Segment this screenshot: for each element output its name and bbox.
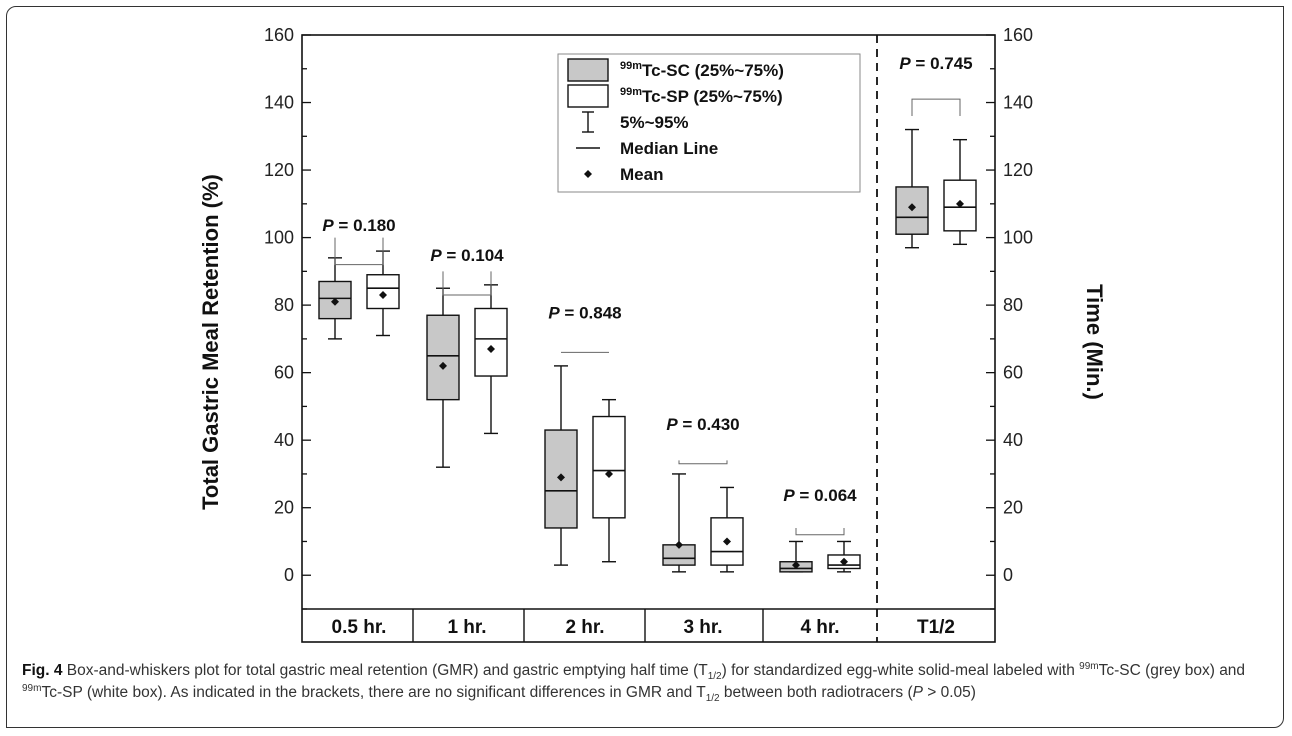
box-sp <box>943 138 977 246</box>
significance-bracket <box>678 460 728 465</box>
p-value-label: P = 0.064 <box>783 486 857 505</box>
y-axis-right-label: Time (Min.) <box>1082 284 1107 400</box>
legend-label: Mean <box>620 165 663 184</box>
y-right-tick-label: 80 <box>1003 295 1023 315</box>
y-right-tick-label: 20 <box>1003 498 1023 518</box>
mean-marker <box>723 537 731 546</box>
mean-marker <box>331 297 339 306</box>
p-value-annotations: P = 0.180 P = 0.104 P = 0.848 P = 0.430 P = … <box>322 54 973 536</box>
category-label: 2 hr. <box>565 617 604 638</box>
mean-marker <box>792 561 800 570</box>
p-value-label: P = 0.430 <box>666 415 739 434</box>
mean-marker <box>557 473 565 482</box>
box-sp <box>710 486 744 573</box>
box-sc <box>662 473 696 573</box>
box-plot-chart: 0.5 hr. 1 hr. 2 hr. 3 hr. 4 hr. T1/2 0 20 40 60 80… <box>198 25 1107 643</box>
legend: 99mTc-SC (25%~75%) 99mTc-SP (25%~75%) 5%~9… <box>557 53 861 193</box>
caption-text-6: > 0.05) <box>922 684 976 701</box>
y-right-tick-label: 120 <box>1003 160 1033 180</box>
y-right-tick-label: 100 <box>1003 228 1033 248</box>
legend-label: 99mTc-SP (25%~75%) <box>620 86 783 106</box>
y-right-tick-label: 140 <box>1003 93 1033 113</box>
p-value-label: P = 0.745 <box>899 54 972 73</box>
mean-marker <box>487 345 495 354</box>
y-left-tick-label: 120 <box>264 160 294 180</box>
box-sp <box>474 284 508 435</box>
caption-sub-2: 1/2 <box>705 693 720 705</box>
legend-swatch <box>567 58 609 82</box>
y-left-tick-label: 60 <box>274 363 294 383</box>
significance-bracket <box>911 98 961 117</box>
box-sc <box>318 257 352 340</box>
box-sc <box>426 287 460 468</box>
y-right-tick-label: 40 <box>1003 430 1023 450</box>
caption-text-2: ) for standardized egg-white solid-meal … <box>721 662 1080 679</box>
box-sc <box>779 540 813 573</box>
legend-label: 5%~95% <box>620 113 689 132</box>
legend-diamond-symbol <box>584 170 592 178</box>
box-sp <box>592 398 626 563</box>
caption-text-1: Box-and-whiskers plot for total gastric … <box>62 662 708 679</box>
legend-entry: Median Line <box>576 139 718 158</box>
caption-text-4: Tc-SP (white box). As indicated in the b… <box>41 684 706 701</box>
y-left-tick-label: 80 <box>274 295 294 315</box>
y-right-tick-label: 0 <box>1003 565 1013 585</box>
mean-marker <box>439 361 447 370</box>
significance-bracket <box>795 527 845 536</box>
mean-marker <box>840 557 848 566</box>
legend-label: Median Line <box>620 139 718 158</box>
box-sp <box>827 540 861 573</box>
y-left-tick-label: 40 <box>274 430 294 450</box>
caption-fig-label: Fig. 4 <box>22 662 63 679</box>
caption-sub-1: 1/2 <box>707 671 722 683</box>
legend-label: 99mTc-SC (25%~75%) <box>620 60 784 80</box>
iqr-box <box>426 314 460 401</box>
mean-marker <box>956 199 964 208</box>
legend-entry: 5%~95% <box>582 111 689 133</box>
y-right-tick-label: 60 <box>1003 363 1023 383</box>
y-left-tick-label: 100 <box>264 228 294 248</box>
y-axis-left-label: Total Gastric Meal Retention (%) <box>198 174 223 510</box>
caption-text-3: Tc-SC (grey box) and <box>1098 662 1246 679</box>
caption-p-italic: P <box>912 684 923 701</box>
box-sc <box>544 365 578 566</box>
legend-swatch <box>567 84 609 108</box>
legend-entry: Mean <box>584 165 663 184</box>
category-label: T1/2 <box>917 617 955 638</box>
legend-entry: 99mTc-SP (25%~75%) <box>567 84 783 108</box>
p-value-label: P = 0.104 <box>430 246 504 265</box>
category-label: 0.5 hr. <box>332 617 387 638</box>
category-label: 3 hr. <box>683 617 722 638</box>
figure-caption: Fig. 4 Box-and-whiskers plot for total g… <box>22 660 1272 704</box>
caption-sup-2: 99m <box>22 682 42 694</box>
y-left-tick-label: 20 <box>274 498 294 518</box>
caption-text-5: between both radiotracers ( <box>719 684 913 701</box>
significance-bracket <box>334 237 384 266</box>
caption-sup-1: 99m <box>1079 660 1099 672</box>
category-label: 4 hr. <box>800 617 839 638</box>
p-value-label: P = 0.180 <box>322 216 395 235</box>
mean-marker <box>605 469 613 478</box>
y-left-tick-label: 140 <box>264 93 294 113</box>
mean-marker <box>675 540 683 549</box>
significance-bracket <box>442 271 492 296</box>
y-left-tick-label: 0 <box>284 565 294 585</box>
legend-entry: 99mTc-SC (25%~75%) <box>567 58 784 82</box>
iqr-box <box>474 307 508 377</box>
box-sc <box>895 128 929 249</box>
iqr-box <box>592 415 626 519</box>
mean-marker <box>908 203 916 212</box>
category-label: 1 hr. <box>447 617 486 638</box>
y-left-tick-label: 160 <box>264 25 294 45</box>
axes-layer: 0.5 hr. 1 hr. 2 hr. 3 hr. 4 hr. T1/2 0 20 40 60 80… <box>264 25 1033 643</box>
p-value-label: P = 0.848 <box>548 304 621 323</box>
boxes-layer <box>318 128 977 573</box>
mean-marker <box>379 290 387 299</box>
y-right-tick-label: 160 <box>1003 25 1033 45</box>
box-sp <box>366 250 400 337</box>
